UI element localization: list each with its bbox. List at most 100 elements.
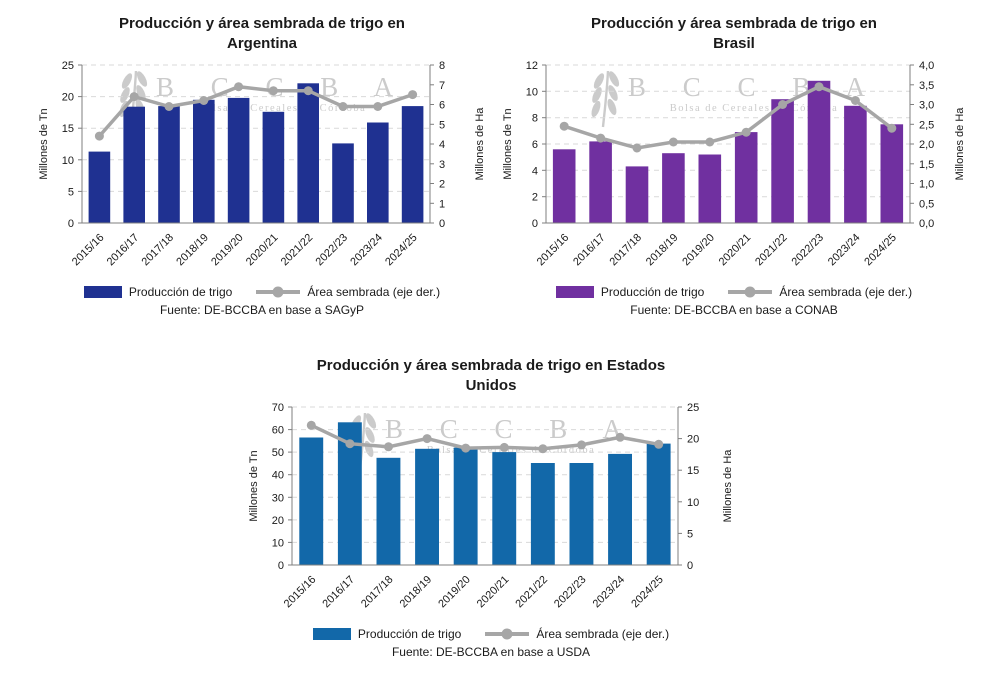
y-axis-left-title: Millones de Tn xyxy=(38,108,50,179)
svg-text:0: 0 xyxy=(687,560,693,572)
y-axis-right-title: Millones de Ha xyxy=(722,448,734,522)
legend: Producción de trigo Área sembrada (eje d… xyxy=(500,285,968,299)
svg-text:2017/18: 2017/18 xyxy=(608,231,645,268)
svg-text:2024/25: 2024/25 xyxy=(629,573,666,610)
legend-bar-swatch xyxy=(83,285,122,298)
svg-text:6: 6 xyxy=(532,139,538,151)
chart-title-line1: Producción y área sembrada de trigo en xyxy=(119,15,405,32)
svg-text:15: 15 xyxy=(687,465,699,477)
chart-title-line1: Producción y área sembrada de trigo en xyxy=(591,15,877,32)
y-axis-left-labels: 0 10 20 30 40 50 60 70 xyxy=(272,402,284,572)
svg-text:2017/18: 2017/18 xyxy=(140,231,177,268)
svg-text:20: 20 xyxy=(687,433,699,445)
svg-text:2021/22: 2021/22 xyxy=(753,231,790,268)
y-axis-right-labels: 0,0 0,5 1,0 1,5 2,0 2,5 3,0 3,5 4,0 xyxy=(919,60,934,230)
svg-text:10: 10 xyxy=(272,537,284,549)
svg-text:2: 2 xyxy=(439,178,445,190)
svg-text:2015/16: 2015/16 xyxy=(535,231,572,268)
line-area-sembrada-series xyxy=(94,81,418,141)
svg-text:2021/22: 2021/22 xyxy=(279,231,316,268)
svg-text:2022/23: 2022/23 xyxy=(552,573,589,610)
svg-text:1,0: 1,0 xyxy=(919,178,934,190)
y-axis-right-title: Millones de Ha xyxy=(954,106,966,180)
svg-text:2019/20: 2019/20 xyxy=(680,231,717,268)
svg-text:0,5: 0,5 xyxy=(919,198,934,210)
legend-line-marker xyxy=(501,628,513,639)
svg-text:0: 0 xyxy=(532,218,538,230)
legend-line-label: Área sembrada (eje der.) xyxy=(536,626,670,641)
svg-text:0: 0 xyxy=(278,560,284,572)
bars-produccion-series xyxy=(88,82,424,223)
chart-title-line2: Brasil xyxy=(713,35,755,53)
svg-text:2020/21: 2020/21 xyxy=(717,231,754,268)
svg-text:2: 2 xyxy=(532,191,538,203)
svg-text:0,0: 0,0 xyxy=(919,218,934,230)
svg-text:3,0: 3,0 xyxy=(919,99,934,111)
axes xyxy=(288,406,682,565)
svg-text:2,5: 2,5 xyxy=(919,119,934,131)
svg-text:2015/16: 2015/16 xyxy=(282,573,319,610)
svg-text:2023/24: 2023/24 xyxy=(591,573,628,610)
legend-bar-swatch xyxy=(312,627,351,640)
y-axis-right-labels: 0 5 10 15 20 25 xyxy=(687,402,699,572)
svg-text:2016/17: 2016/17 xyxy=(571,231,608,268)
svg-text:25: 25 xyxy=(687,402,699,414)
plot-wrap: B C C B A Bolsa de Cereales de Córdoba 0… xyxy=(36,57,488,285)
plot-area: 0 5 10 15 20 25 0 1 2 3 4 5 6 7 8 2015/162016/172017/18… xyxy=(38,60,486,268)
plot-wrap: B C C B A Bolsa de Cereales de Córdoba 0… xyxy=(246,399,736,627)
svg-text:15: 15 xyxy=(62,123,74,135)
chart-argentina: Producción y área sembrada de trigo en Ar… xyxy=(36,14,488,317)
svg-text:3: 3 xyxy=(439,158,445,170)
svg-text:2022/23: 2022/23 xyxy=(790,231,827,268)
svg-text:8: 8 xyxy=(532,112,538,124)
svg-text:12: 12 xyxy=(526,60,538,72)
svg-text:20: 20 xyxy=(62,91,74,103)
svg-text:5: 5 xyxy=(687,528,693,540)
x-axis-labels: 2015/162016/172017/182018/192019/202020/… xyxy=(70,231,420,268)
legend-line-swatch xyxy=(256,286,301,297)
legend-bar-label: Producción de trigo xyxy=(357,626,462,641)
svg-text:2021/22: 2021/22 xyxy=(513,573,550,610)
svg-text:0: 0 xyxy=(439,218,445,230)
svg-text:1,5: 1,5 xyxy=(919,158,934,170)
svg-text:30: 30 xyxy=(272,492,284,504)
svg-text:10: 10 xyxy=(687,496,699,508)
svg-text:2,0: 2,0 xyxy=(919,139,934,151)
legend-line-marker xyxy=(744,286,756,297)
legend-line-swatch xyxy=(728,286,773,297)
chart-brasil: Producción y área sembrada de trigo en Br… xyxy=(500,14,968,317)
chart-title: Producción y área sembrada de trigo en E… xyxy=(246,356,736,397)
y-axis-right-labels: 0 1 2 3 4 5 6 7 8 xyxy=(439,60,445,230)
svg-text:2017/18: 2017/18 xyxy=(359,573,396,610)
chart-title: Producción y área sembrada de trigo en Br… xyxy=(500,14,968,55)
y-axis-left-title: Millones de Tn xyxy=(248,450,260,521)
svg-text:2022/23: 2022/23 xyxy=(314,231,351,268)
svg-text:3,5: 3,5 xyxy=(919,79,934,91)
chart-title-line1: Producción y área sembrada de trigo en E… xyxy=(316,357,666,374)
svg-text:2016/17: 2016/17 xyxy=(320,573,357,610)
y-axis-left-labels: 0 2 4 6 8 10 12 xyxy=(526,60,538,230)
svg-text:7: 7 xyxy=(439,79,445,91)
legend: Producción de trigo Área sembrada (eje d… xyxy=(246,627,736,641)
legend-line-label: Área sembrada (eje der.) xyxy=(307,284,441,299)
svg-text:50: 50 xyxy=(272,447,284,459)
svg-text:10: 10 xyxy=(62,154,74,166)
svg-text:40: 40 xyxy=(272,469,284,481)
plot-wrap: B C C B A Bolsa de Cereales de Córdoba 0… xyxy=(500,57,968,285)
svg-text:25: 25 xyxy=(62,60,74,72)
legend-line-label: Área sembrada (eje der.) xyxy=(779,284,913,299)
source-note: Fuente: DE-BCCBA en base a USDA xyxy=(391,644,591,659)
svg-text:2016/17: 2016/17 xyxy=(105,231,142,268)
svg-text:10: 10 xyxy=(526,86,538,98)
bars-produccion-series xyxy=(552,80,904,223)
svg-text:2024/25: 2024/25 xyxy=(383,231,420,268)
svg-text:6: 6 xyxy=(439,99,445,111)
source-note: Fuente: DE-BCCBA en base a SAGyP xyxy=(159,302,365,317)
chart-title: Producción y área sembrada de trigo en Ar… xyxy=(36,14,488,55)
svg-text:2024/25: 2024/25 xyxy=(862,231,899,268)
source-note: Fuente: DE-BCCBA en base a CONAB xyxy=(630,302,838,317)
svg-text:0: 0 xyxy=(68,218,74,230)
